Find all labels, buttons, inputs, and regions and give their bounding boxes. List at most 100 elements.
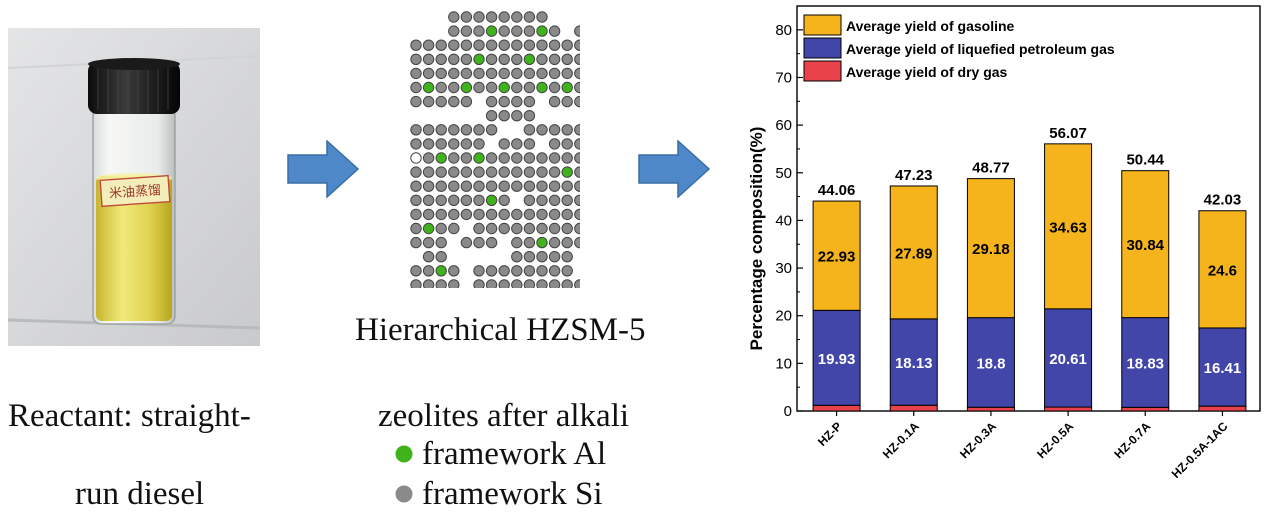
framework-si-atom: [422, 265, 435, 277]
framework-si-atom: [422, 279, 435, 288]
framework-si-atom: [574, 138, 580, 150]
framework-si-atom: [473, 166, 485, 178]
framework-si-atom: [523, 236, 536, 249]
total-value-label: 48.77: [972, 160, 1010, 177]
gasoline-value-label: 34.63: [1049, 219, 1087, 236]
framework-al-atom: [561, 166, 573, 178]
bar-segment-dry-gas: [889, 404, 938, 412]
framework-si-atom: [523, 166, 536, 178]
framework-si-atom: [548, 251, 561, 263]
framework-si-atom: [548, 95, 561, 108]
framework-si-atom: [473, 194, 485, 207]
framework-si-atom: [548, 279, 561, 288]
framework-al-atom: [473, 53, 485, 65]
framework-al-atom: [536, 236, 548, 249]
framework-si-atom: [561, 222, 573, 235]
legend-si-label: framework Si: [422, 476, 603, 512]
framework-si-atom: [485, 11, 498, 23]
framework-si-atom: [485, 236, 498, 249]
vial-label-text: 米油蒸馏: [109, 183, 162, 202]
framework-si-atom: [548, 138, 561, 150]
framework-si-atom: [435, 81, 447, 94]
framework-si-atom: [435, 180, 447, 192]
framework-si-atom: [548, 152, 561, 164]
framework-si-atom: [574, 166, 580, 178]
framework-si-atom: [574, 81, 580, 94]
framework-si-atom: [536, 166, 548, 178]
framework-si-atom: [473, 11, 485, 23]
total-value-label: 47.23: [895, 167, 933, 184]
framework-si-atom: [561, 180, 573, 192]
framework-si-atom: [448, 81, 460, 94]
framework-si-atom: [498, 95, 510, 108]
framework-si-atom: [561, 39, 573, 51]
y-tick-label: 20: [775, 308, 792, 325]
legend-swatch: [803, 37, 842, 59]
framework-si-atom: [548, 39, 561, 51]
framework-si-atom: [448, 194, 460, 207]
right-arrow-icon: [638, 140, 710, 198]
framework-si-atom: [448, 25, 460, 37]
framework-si-atom: [498, 11, 510, 23]
framework-si-atom: [548, 265, 561, 277]
framework-si-atom: [548, 166, 561, 178]
framework-si-atom: [498, 180, 510, 192]
legend-label: Average yield of dry gas: [846, 64, 1008, 80]
framework-si-atom: [523, 110, 536, 122]
y-tick-label: 10: [775, 355, 792, 372]
framework-si-atom: [536, 39, 548, 51]
y-tick-label: 30: [775, 260, 792, 277]
framework-si-atom: [536, 279, 548, 288]
framework-si-atom: [473, 236, 485, 249]
framework-si-atom: [485, 67, 498, 80]
framework-si-atom: [536, 152, 548, 164]
legend-swatch: [803, 14, 842, 36]
framework-si-atom: [485, 180, 498, 192]
framework-si-atom: [410, 152, 422, 164]
y-axis-label: Percentage composition(%): [747, 127, 766, 351]
framework-al-atom: [435, 265, 447, 277]
framework-si-atom: [422, 95, 435, 108]
framework-si-atom: [435, 222, 447, 235]
bar-segment-lpg: [1198, 327, 1247, 407]
framework-si-atom: [460, 236, 473, 249]
bar-segment-gasoline: [1121, 170, 1170, 319]
framework-si-atom: [460, 53, 473, 65]
framework-si-atom: [422, 39, 435, 51]
framework-si-atom: [561, 279, 573, 288]
framework-si-atom: [511, 166, 523, 178]
chart-svg: 0 10 20 30 40 50 60 70 80 Percentage composition(…: [747, 5, 1261, 481]
framework-si-atom: [536, 265, 548, 277]
framework-si-atom: [548, 25, 561, 37]
x-category-label: HZ-P: [815, 419, 845, 449]
framework-si-atom: [448, 138, 460, 150]
framework-si-atom: [523, 95, 536, 108]
framework-si-atom: [561, 124, 573, 136]
framework-si-atom: [473, 124, 485, 136]
framework-si-atom: [536, 222, 548, 235]
lpg-value-label: 16.41: [1204, 360, 1242, 377]
framework-si-atom: [435, 53, 447, 65]
framework-si-atom: [448, 222, 460, 235]
framework-si-atom: [473, 138, 485, 150]
bar-segment-dry-gas: [1198, 405, 1247, 412]
framework-si-atom: [485, 124, 498, 136]
framework-si-atom: [574, 180, 580, 192]
framework-si-atom: [523, 81, 536, 94]
framework-si-atom: [435, 39, 447, 51]
framework-si-atom: [574, 95, 580, 108]
framework-si-atom: [536, 53, 548, 65]
framework-si-atom: [536, 11, 548, 23]
framework-si-atom: [548, 208, 561, 221]
framework-si-atom: [448, 279, 460, 288]
framework-si-atom: [536, 124, 548, 136]
framework-si-atom: [422, 138, 435, 150]
framework-si-atom: [511, 67, 523, 80]
framework-si-atom: [511, 265, 523, 277]
framework-si-atom: [574, 25, 580, 37]
x-category-label: HZ-0.5A: [1034, 419, 1076, 461]
framework-si-atom: [523, 265, 536, 277]
x-category-label: HZ-0.7A: [1111, 419, 1153, 461]
y-tick-label: 80: [775, 22, 792, 39]
framework-si-atom: [410, 53, 422, 65]
